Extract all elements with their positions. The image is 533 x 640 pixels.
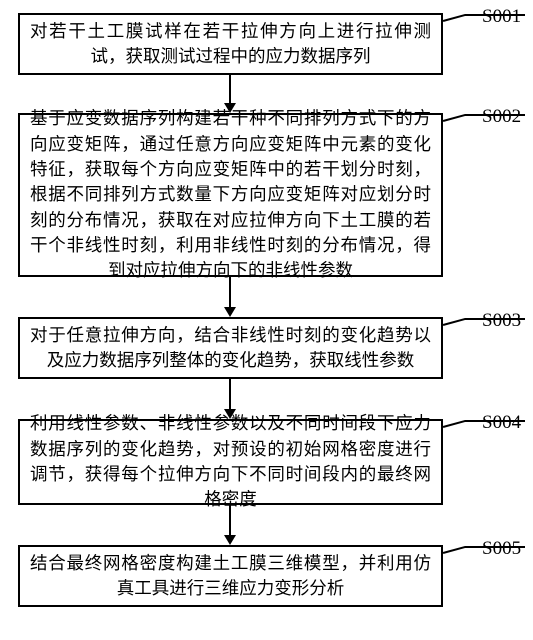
flow-node-s002: 基于应变数据序列构建若干种不同排列方式下的方向应变矩阵，通过任意方向应变矩阵中元… xyxy=(18,113,443,277)
lead-line xyxy=(443,114,465,121)
flow-node-s005: 结合最终网格密度构建土工膜三维模型，并利用仿真工具进行三维应力变形分析 xyxy=(18,545,443,607)
arrow-line xyxy=(229,277,231,307)
lead-line xyxy=(465,546,525,548)
arrow-head-icon xyxy=(224,535,236,545)
lead-line xyxy=(443,318,465,325)
step-label-s005: S005 xyxy=(482,538,521,560)
step-label-s004: S004 xyxy=(482,412,521,434)
flow-node-s003: 对于任意拉伸方向，结合非线性时刻的变化趋势以及应力数据序列整体的变化趋势，获取线… xyxy=(18,317,443,379)
flow-node-text: 结合最终网格密度构建土工膜三维模型，并利用仿真工具进行三维应力变形分析 xyxy=(30,551,431,602)
flow-node-text: 利用线性参数、非线性参数以及不同时间段下应力数据序列的变化趋势，对预设的初始网格… xyxy=(30,411,431,513)
arrow-head-icon xyxy=(224,307,236,317)
step-label-s003: S003 xyxy=(482,310,521,332)
arrow-line xyxy=(229,505,231,535)
lead-line xyxy=(465,114,525,116)
step-label-s001: S001 xyxy=(482,6,521,28)
lead-line xyxy=(465,420,525,422)
arrow-head-icon xyxy=(224,409,236,419)
lead-line xyxy=(443,546,465,553)
lead-line xyxy=(465,318,525,320)
arrow-head-icon xyxy=(224,103,236,113)
lead-line xyxy=(465,14,525,16)
lead-line xyxy=(443,420,465,427)
flow-node-s004: 利用线性参数、非线性参数以及不同时间段下应力数据序列的变化趋势，对预设的初始网格… xyxy=(18,419,443,505)
step-label-s002: S002 xyxy=(482,106,521,128)
arrow-line xyxy=(229,379,231,409)
lead-line xyxy=(443,14,465,21)
flow-node-text: 对若干土工膜试样在若干拉伸方向上进行拉伸测试，获取测试过程中的应力数据序列 xyxy=(30,19,431,70)
flowchart-canvas: 对若干土工膜试样在若干拉伸方向上进行拉伸测试，获取测试过程中的应力数据序列 S00… xyxy=(0,0,533,640)
arrow-line xyxy=(229,75,231,103)
flow-node-s001: 对若干土工膜试样在若干拉伸方向上进行拉伸测试，获取测试过程中的应力数据序列 xyxy=(18,13,443,75)
flow-node-text: 对于任意拉伸方向，结合非线性时刻的变化趋势以及应力数据序列整体的变化趋势，获取线… xyxy=(30,323,431,374)
flow-node-text: 基于应变数据序列构建若干种不同排列方式下的方向应变矩阵，通过任意方向应变矩阵中元… xyxy=(30,106,431,284)
